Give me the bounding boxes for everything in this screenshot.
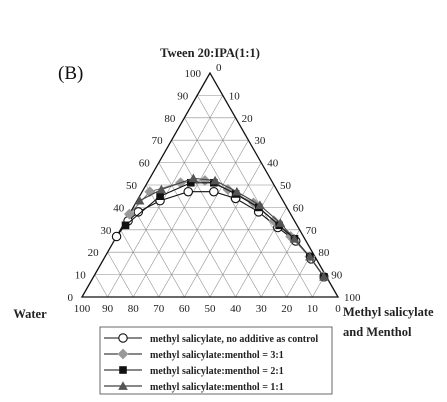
left-edge-tick-label: 70 xyxy=(152,135,164,147)
right-edge-tick-label: 80 xyxy=(318,247,330,259)
grid-line xyxy=(120,229,160,298)
data-point xyxy=(305,251,315,261)
left-edge-tick-label: 20 xyxy=(88,247,100,259)
grid-line xyxy=(132,207,185,298)
grid-line xyxy=(158,140,249,298)
bottom-edge-tick-label: 60 xyxy=(179,303,191,315)
series-line xyxy=(128,179,325,278)
right-axis-title-line1: Methyl salicylate xyxy=(343,305,434,319)
data-point xyxy=(275,218,286,227)
data-point xyxy=(187,178,195,187)
left-edge-tick-label: 10 xyxy=(75,270,87,282)
left-edge-tick-label: 90 xyxy=(177,90,189,102)
grid-line xyxy=(171,140,262,298)
right-edge-tick-label: 0 xyxy=(216,62,222,74)
bottom-edge-tick-label: 80 xyxy=(128,303,140,315)
right-edge-tick-label: 90 xyxy=(331,270,343,282)
right-edge-tick-label: 40 xyxy=(267,158,279,170)
panel-label: (B) xyxy=(58,63,83,84)
data-point xyxy=(183,186,193,197)
data-point xyxy=(123,208,135,220)
bottom-edge-tick-label: 100 xyxy=(74,303,91,315)
legend: methyl salicylate, no additive as contro… xyxy=(99,326,333,395)
grid-line xyxy=(107,95,224,298)
top-axis-title: Tween 20:IPA(1:1) xyxy=(160,46,260,60)
triangle-outline xyxy=(80,71,340,298)
bottom-edge-tick-label: 50 xyxy=(205,303,217,315)
right-axis-title-line2: and Menthol xyxy=(343,325,412,339)
legend-marker xyxy=(118,333,128,343)
grid-line xyxy=(107,252,134,298)
right-edge-tick-label: 30 xyxy=(254,135,266,147)
legend-label: methyl salicylate:menthol = 3:1 xyxy=(150,350,284,361)
data-point xyxy=(156,184,167,194)
right-edge-tick-label: 10 xyxy=(229,90,241,102)
left-edge-tick-label: 40 xyxy=(113,202,125,214)
bottom-edge-tick-label: 70 xyxy=(153,303,165,315)
grid-line xyxy=(209,184,275,298)
data-point xyxy=(199,175,211,186)
data-point xyxy=(255,200,265,209)
data-point xyxy=(188,173,199,183)
legend-item: methyl salicylate:menthol = 3:1 xyxy=(104,348,284,361)
data-point xyxy=(232,186,242,196)
grid-line xyxy=(196,95,313,298)
tick-labels: 0102030405060708090100010203040506070809… xyxy=(68,62,362,315)
data-series xyxy=(111,173,330,283)
bottom-edge-tick-label: 30 xyxy=(256,303,268,315)
legend-label: methyl salicylate:menthol = 2:1 xyxy=(150,366,284,377)
legend-label: methyl salicylate, no additive as contro… xyxy=(150,334,318,345)
data-point xyxy=(111,231,122,242)
left-edge-tick-label: 0 xyxy=(68,292,74,304)
right-edge-tick-label: 100 xyxy=(344,292,361,304)
bottom-edge-tick-label: 40 xyxy=(230,303,242,315)
legend-item: methyl salicylate:menthol = 2:1 xyxy=(104,366,284,377)
data-point xyxy=(210,175,220,185)
data-point xyxy=(156,192,164,200)
legend-item: methyl salicylate:menthol = 1:1 xyxy=(104,381,284,393)
right-edge-tick-label: 20 xyxy=(242,113,254,125)
bottom-edge-tick-label: 0 xyxy=(335,303,341,315)
data-point xyxy=(209,186,219,197)
series-group xyxy=(134,173,329,281)
data-point xyxy=(134,195,145,205)
legend-marker xyxy=(118,381,128,390)
bottom-edge-tick-label: 20 xyxy=(281,303,293,315)
legend-marker xyxy=(119,366,127,374)
ternary-grid xyxy=(94,95,326,298)
right-edge-tick-label: 50 xyxy=(280,180,292,192)
series-line xyxy=(139,177,325,278)
data-point xyxy=(319,272,329,281)
bottom-edge-tick-label: 90 xyxy=(102,303,114,315)
left-edge-tick-label: 80 xyxy=(164,113,176,125)
triangle-frame xyxy=(80,71,340,298)
left-axis-title: Water xyxy=(13,307,47,321)
data-point xyxy=(133,207,144,217)
legend-label: methyl salicylate:menthol = 1:1 xyxy=(150,382,284,393)
left-edge-tick-label: 60 xyxy=(139,158,151,170)
right-edge-tick-label: 60 xyxy=(293,202,305,214)
left-edge-tick-label: 30 xyxy=(100,225,112,237)
data-point xyxy=(121,221,130,230)
legend-marker xyxy=(117,348,129,360)
bottom-edge-tick-label: 10 xyxy=(307,303,319,315)
data-point xyxy=(289,233,300,243)
right-edge-tick-label: 70 xyxy=(306,225,318,237)
left-edge-tick-label: 100 xyxy=(185,68,202,80)
grid-line xyxy=(94,274,108,298)
legend-item: methyl salicylate, no additive as contro… xyxy=(104,333,318,345)
left-edge-tick-label: 50 xyxy=(126,180,138,192)
